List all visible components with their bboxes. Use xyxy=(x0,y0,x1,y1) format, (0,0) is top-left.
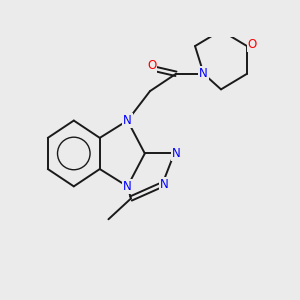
Text: N: N xyxy=(160,178,168,191)
Text: O: O xyxy=(248,38,257,51)
Text: N: N xyxy=(123,180,132,193)
Text: N: N xyxy=(199,67,208,80)
Text: N: N xyxy=(123,114,132,127)
Text: N: N xyxy=(172,147,180,160)
Text: O: O xyxy=(147,58,156,72)
